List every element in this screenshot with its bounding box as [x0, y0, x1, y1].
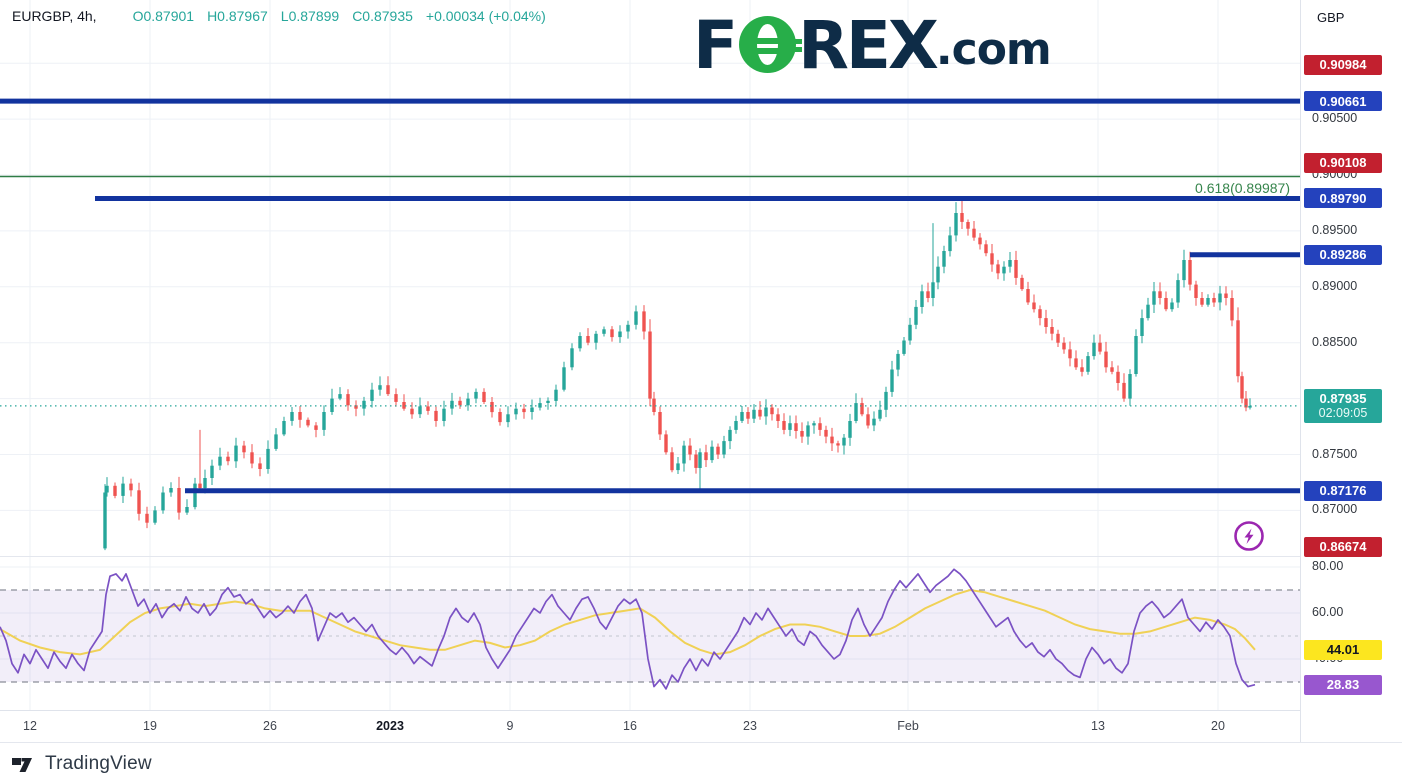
price-level-label: 0.89790 — [1304, 188, 1382, 209]
ohlc-item: L0.87899 — [280, 8, 340, 24]
time-tick-label: 12 — [23, 719, 37, 733]
price-chart-canvas[interactable] — [0, 0, 1300, 742]
time-tick-label: 20 — [1211, 719, 1225, 733]
rsi-value-label: 28.83 — [1304, 674, 1382, 695]
ohlc-item: O0.87901 — [132, 8, 195, 24]
symbol-title[interactable]: EURGBP, 4h, — [12, 8, 97, 24]
rsi-tick-label: 80.00 — [1312, 559, 1344, 573]
time-tick-label: 26 — [263, 719, 277, 733]
time-axis[interactable]: 12 19 26 2023 9 16 23 Feb 13 20 — [0, 710, 1402, 743]
ohlc-item: H0.87967 — [207, 8, 268, 24]
rsi-tick-label: 60.00 — [1312, 605, 1344, 619]
ohlc-item: C0.87935 — [352, 8, 413, 24]
logo-dot-com: .com — [935, 24, 1052, 75]
price-tick-label: 0.89500 — [1312, 222, 1358, 237]
price-level-label: 0.87176 — [1304, 480, 1382, 501]
rsi-value-label: 44.01 — [1304, 639, 1382, 660]
price-tick-label: 0.88500 — [1312, 334, 1358, 349]
tradingview-glyph-icon — [12, 758, 32, 772]
tradingview-logo[interactable]: TradingView — [12, 753, 152, 775]
price-level-label: 0.90108 — [1304, 152, 1382, 173]
time-tick-label: 16 — [623, 719, 637, 733]
time-tick-label: 2023 — [376, 719, 404, 733]
current-price-label: 0.87935 02:09:05 — [1304, 388, 1382, 423]
time-tick-label: Feb — [897, 719, 919, 733]
pane-divider[interactable] — [0, 556, 1402, 557]
price-tick-label: 0.89000 — [1312, 278, 1358, 293]
symbol-header: EURGBP, 4h, O0.87901 H0.87967 L0.87899 C0.8… — [12, 8, 546, 24]
logo-letters-rex: REX — [798, 7, 939, 84]
time-tick-label: 9 — [506, 719, 514, 733]
time-tick-label: 23 — [743, 719, 757, 733]
time-tick-label: 13 — [1091, 719, 1105, 733]
logo-letter-f: F — [693, 7, 738, 84]
price-level-label: 0.90984 — [1304, 54, 1382, 75]
forex-com-watermark-logo: F REX .com — [693, 7, 1052, 84]
ohlc-values: O0.87901 H0.87967 L0.87899 C0.87935 — [133, 8, 426, 24]
axis-currency-label: GBP — [1317, 10, 1345, 25]
price-tick-label: 0.87500 — [1312, 446, 1358, 461]
price-level-label: 0.89286 — [1304, 244, 1382, 265]
tradingview-logo-text: TradingView — [45, 753, 152, 774]
price-axis[interactable]: GBP 0.910000.905000.900000.895000.890000… — [1300, 0, 1402, 742]
bar-countdown: 02:09:05 — [1318, 405, 1368, 420]
lightning-bolt-icon[interactable] — [1232, 519, 1266, 553]
logo-coin-icon — [739, 16, 803, 73]
fib-retracement-label[interactable]: 0.618(0.89987) — [1195, 180, 1290, 196]
price-tick-label: 0.90500 — [1312, 111, 1358, 126]
price-level-label: 0.90661 — [1304, 91, 1382, 112]
time-tick-label: 19 — [143, 719, 157, 733]
price-tick-label: 0.87000 — [1312, 502, 1358, 517]
bottom-strip: TradingView — [0, 742, 1402, 784]
price-change: +0.00034 (+0.04%) — [425, 8, 546, 24]
price-level-label: 0.86674 — [1304, 536, 1382, 557]
